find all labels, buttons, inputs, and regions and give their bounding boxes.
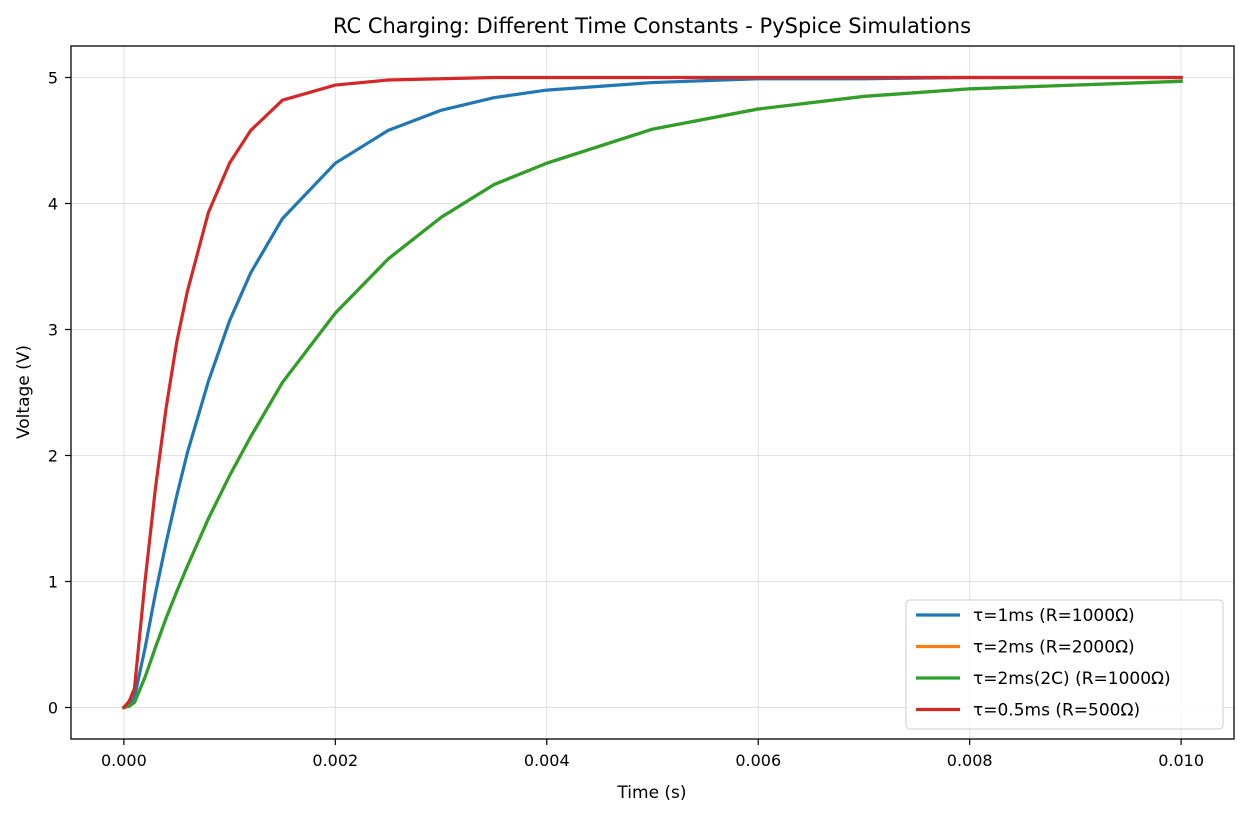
legend-label-3: τ=2ms(2C) (R=1000Ω)	[973, 669, 1171, 689]
x-tick-label: 0.000	[101, 751, 147, 770]
y-tick-label: 1	[48, 573, 58, 592]
plot-area-frame	[70, 45, 1235, 740]
y-tick-label: 5	[48, 69, 58, 88]
legend-label-4: τ=0.5ms (R=500Ω)	[973, 701, 1140, 721]
x-tick-label: 0.008	[947, 751, 993, 770]
chart-title: RC Charging: Different Time Constants - …	[333, 14, 971, 38]
legend-label-1: τ=1ms (R=1000Ω)	[973, 606, 1135, 626]
legend-label-2: τ=2ms (R=2000Ω)	[973, 638, 1135, 658]
series-layer	[121, 75, 1183, 710]
x-tick-label: 0.004	[524, 751, 570, 770]
y-tick-label: 3	[48, 321, 58, 340]
legend: τ=1ms (R=1000Ω) τ=2ms (R=2000Ω) τ=2ms(2C) …	[905, 599, 1224, 730]
x-tick-label: 0.006	[735, 751, 781, 770]
x-tick-label: 0.010	[1158, 751, 1204, 770]
y-axis-label: Voltage (V)	[14, 345, 34, 439]
series-line-3	[121, 79, 1183, 710]
y-tick-label: 2	[48, 447, 58, 466]
y-tick-label: 0	[48, 699, 58, 718]
x-axis: 0.000 0.002 0.004 0.006 0.008 0.010	[101, 739, 1204, 770]
x-axis-label: Time (s)	[616, 783, 686, 803]
y-axis: 0 1 2 3 4 5	[48, 69, 71, 718]
series-line-4	[121, 75, 1183, 710]
y-tick-label: 4	[48, 195, 58, 214]
legend-box	[905, 599, 1224, 730]
x-tick-label: 0.002	[312, 751, 358, 770]
